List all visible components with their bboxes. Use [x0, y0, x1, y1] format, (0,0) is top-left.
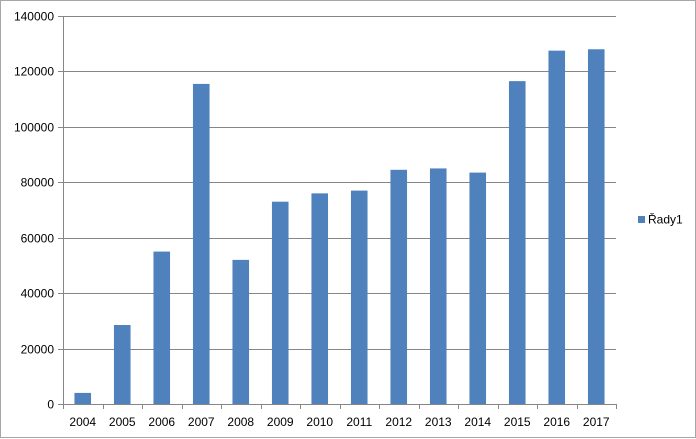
- y-tick-label: 0: [47, 398, 54, 412]
- x-tick-label: 2010: [306, 415, 333, 429]
- bar-2016: [548, 50, 566, 404]
- x-tick-label: 2008: [227, 415, 254, 429]
- x-tick-label: 2009: [267, 415, 294, 429]
- bar-2006: [153, 251, 171, 404]
- y-tick-label: 100000: [14, 121, 54, 135]
- bar-2015: [508, 81, 526, 404]
- bars: [74, 49, 605, 405]
- bar-2011: [350, 190, 368, 404]
- x-tick-label: 2004: [69, 415, 96, 429]
- y-tick-label: 80000: [21, 176, 55, 190]
- y-tick-label: 60000: [21, 232, 55, 246]
- bar-2007: [192, 83, 210, 405]
- bar-2012: [390, 169, 408, 404]
- legend-label: Řady1: [648, 212, 683, 227]
- x-tick-label: 2014: [464, 415, 491, 429]
- bar-2017: [587, 49, 605, 404]
- bar-2004: [74, 392, 92, 404]
- y-tick-label: 40000: [21, 287, 55, 301]
- x-tick-label: 2007: [188, 415, 215, 429]
- legend-swatch: [638, 216, 645, 223]
- legend: Řady1: [638, 212, 683, 227]
- bar-2005: [113, 325, 131, 404]
- x-tick-label: 2016: [543, 415, 570, 429]
- bar-2014: [469, 172, 487, 404]
- bar-2010: [311, 193, 329, 404]
- bar-2009: [271, 201, 289, 404]
- gridlines: [58, 16, 616, 405]
- x-tick-label: 2013: [425, 415, 452, 429]
- bar-2008: [232, 259, 250, 404]
- y-tick-label: 120000: [14, 65, 54, 79]
- x-tick-labels: 2004 2005 2006 2007 2008 2009 2010 2011 2012 2013…: [69, 415, 610, 429]
- x-tick-label: 2012: [385, 415, 412, 429]
- x-tick-label: 2006: [148, 415, 175, 429]
- y-tick-labels: 0 20000 40000 60000 80000 100000 120000 140000: [14, 10, 54, 412]
- x-tick-label: 2015: [504, 415, 531, 429]
- x-tick-label: 2011: [346, 415, 372, 429]
- x-tick-label: 2005: [109, 415, 136, 429]
- y-tick-label: 140000: [14, 10, 54, 24]
- bar-2013: [429, 168, 447, 404]
- axes: [63, 16, 617, 409]
- y-tick-label: 20000: [21, 343, 55, 357]
- x-tick-label: 2017: [583, 415, 610, 429]
